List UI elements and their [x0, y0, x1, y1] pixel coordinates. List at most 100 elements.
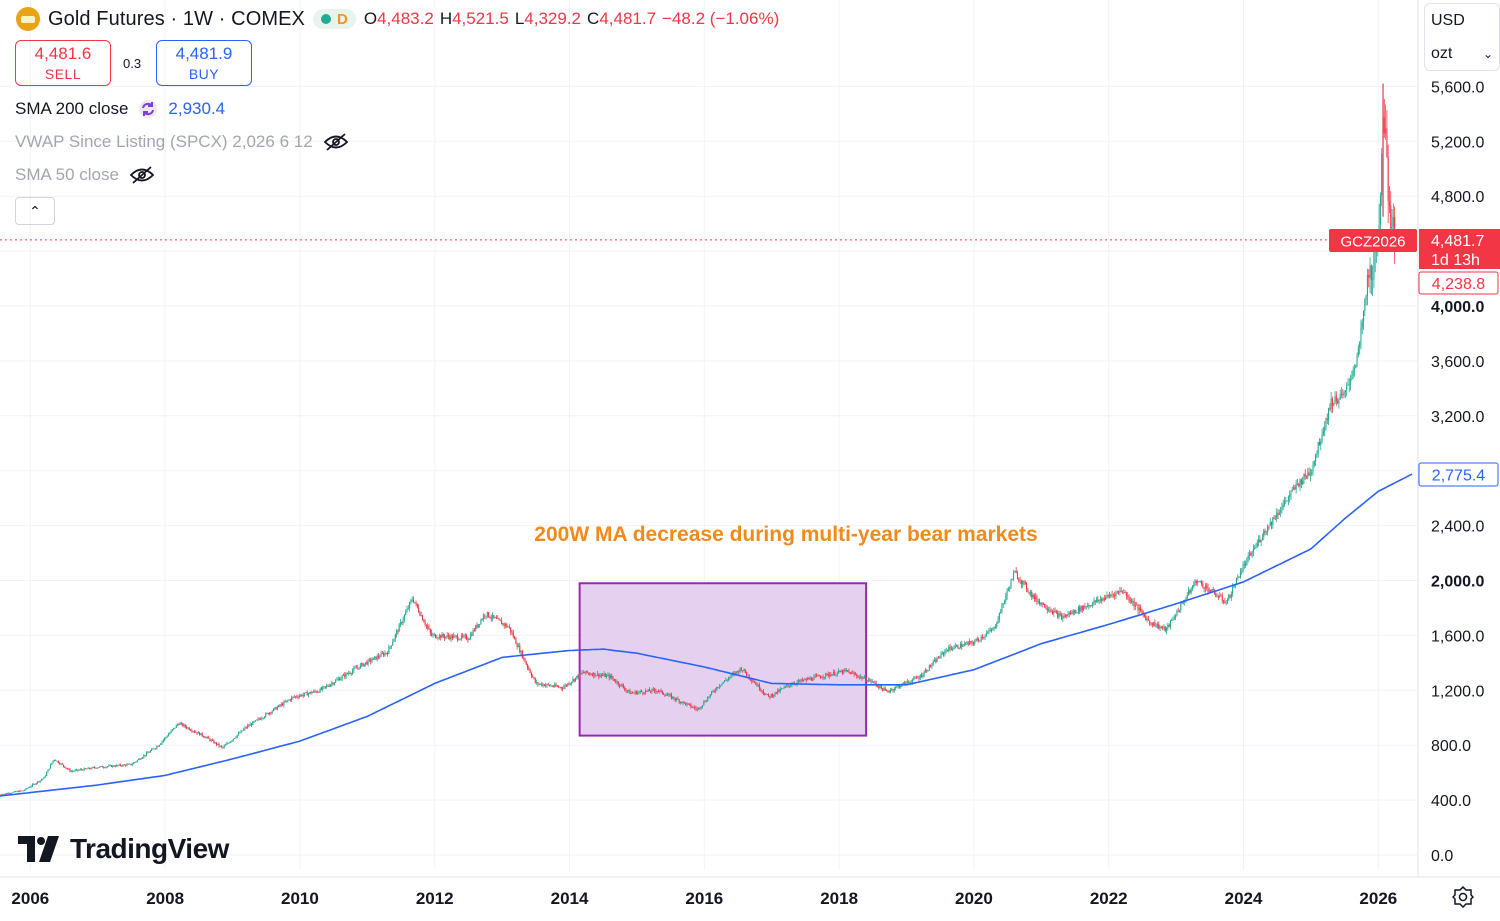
candle: [698, 707, 700, 711]
candle: [965, 642, 967, 646]
gold-bar-icon: [16, 7, 40, 31]
candle: [1315, 453, 1317, 467]
candle: [210, 739, 212, 743]
candle: [1224, 598, 1226, 604]
candle: [784, 685, 787, 688]
candle: [700, 706, 702, 710]
candle: [621, 683, 623, 688]
candle: [75, 768, 78, 772]
market-status[interactable]: D: [313, 9, 356, 29]
candle: [1312, 461, 1314, 476]
tradingview-logo[interactable]: TradingView: [18, 833, 229, 865]
currency-select[interactable]: USD: [1424, 3, 1500, 37]
candle: [1099, 595, 1101, 603]
candle: [1044, 603, 1046, 608]
candle: [857, 674, 859, 679]
candle: [1064, 613, 1066, 618]
eye-hidden-icon[interactable]: [323, 133, 349, 151]
candle: [107, 766, 109, 768]
candle: [55, 759, 57, 762]
candle: [891, 687, 893, 692]
candle: [442, 632, 444, 639]
candle: [1334, 391, 1336, 405]
candle: [683, 701, 685, 704]
candle: [953, 645, 955, 650]
candle: [578, 673, 580, 680]
candle: [781, 687, 783, 690]
candle: [340, 676, 342, 681]
indicator-vwap[interactable]: VWAP Since Listing (SPCX) 2,026 6 12: [15, 132, 349, 152]
candle: [73, 770, 75, 772]
candle: [344, 672, 346, 680]
candle: [1186, 592, 1188, 600]
candle: [169, 732, 171, 735]
highlight-rectangle[interactable]: [578, 582, 868, 737]
unit-select[interactable]: ozt ⌄: [1424, 37, 1500, 71]
candle: [441, 631, 443, 638]
candle: [1101, 597, 1103, 604]
unit-value: ozt: [1431, 44, 1453, 62]
symbol-title[interactable]: Gold Futures · 1W · COMEX: [48, 7, 305, 30]
candle: [1203, 587, 1205, 593]
candle: [100, 765, 102, 768]
candle: [1073, 609, 1076, 616]
candle: [1289, 490, 1291, 503]
candle: [821, 675, 823, 679]
candle: [199, 731, 201, 736]
candle: [1206, 582, 1208, 591]
buy-button[interactable]: 4,481.9 BUY: [156, 40, 252, 86]
candle: [333, 682, 335, 686]
candle: [47, 769, 49, 773]
candle: [484, 614, 486, 619]
candle: [263, 716, 265, 719]
candle: [499, 619, 501, 621]
candle: [1042, 602, 1044, 606]
candle: [946, 649, 949, 652]
candle: [1155, 623, 1157, 629]
candle: [349, 671, 351, 675]
candle: [269, 711, 271, 716]
indicator-sma-50[interactable]: SMA 50 close: [15, 165, 155, 185]
candle: [755, 681, 757, 686]
candle: [616, 679, 618, 685]
candle: [358, 667, 360, 670]
candle: [1281, 502, 1283, 514]
candle: [740, 666, 742, 672]
refresh-icon[interactable]: [138, 99, 158, 119]
candle: [1294, 484, 1296, 491]
candle: [1260, 539, 1262, 547]
candle: [521, 649, 523, 659]
candle: [803, 678, 805, 683]
sell-button[interactable]: 4,481.6 SELL: [15, 40, 111, 86]
candle: [1223, 599, 1225, 605]
x-tick-label: 2008: [146, 889, 184, 908]
candle: [1128, 594, 1130, 603]
candle: [808, 676, 810, 680]
candle: [1212, 586, 1214, 591]
indicator-sma-200[interactable]: SMA 200 close 2,930.4: [15, 99, 225, 119]
candle: [638, 690, 640, 695]
candle: [514, 635, 516, 640]
candle: [223, 744, 225, 749]
eye-hidden-icon[interactable]: [129, 166, 155, 184]
candle: [539, 683, 542, 685]
last-price-label: 4,481.7: [1431, 233, 1484, 250]
candle: [651, 688, 653, 694]
y-tick-label: 400.0: [1431, 793, 1471, 810]
y-tick-label: 4,800.0: [1431, 189, 1484, 206]
candle: [27, 787, 30, 789]
prev-close-label: 4,238.8: [1432, 276, 1485, 293]
candle: [1348, 378, 1350, 392]
collapse-legend-button[interactable]: ⌃: [15, 197, 55, 225]
candle: [512, 629, 514, 639]
candle: [162, 739, 164, 744]
settings-gear-icon[interactable]: [1452, 886, 1474, 908]
candle: [1111, 590, 1113, 598]
candle: [1022, 579, 1024, 589]
candle: [1215, 591, 1217, 598]
candle: [1285, 497, 1287, 504]
candle: [1326, 413, 1328, 425]
candle: [348, 670, 350, 676]
candle: [1340, 387, 1343, 398]
